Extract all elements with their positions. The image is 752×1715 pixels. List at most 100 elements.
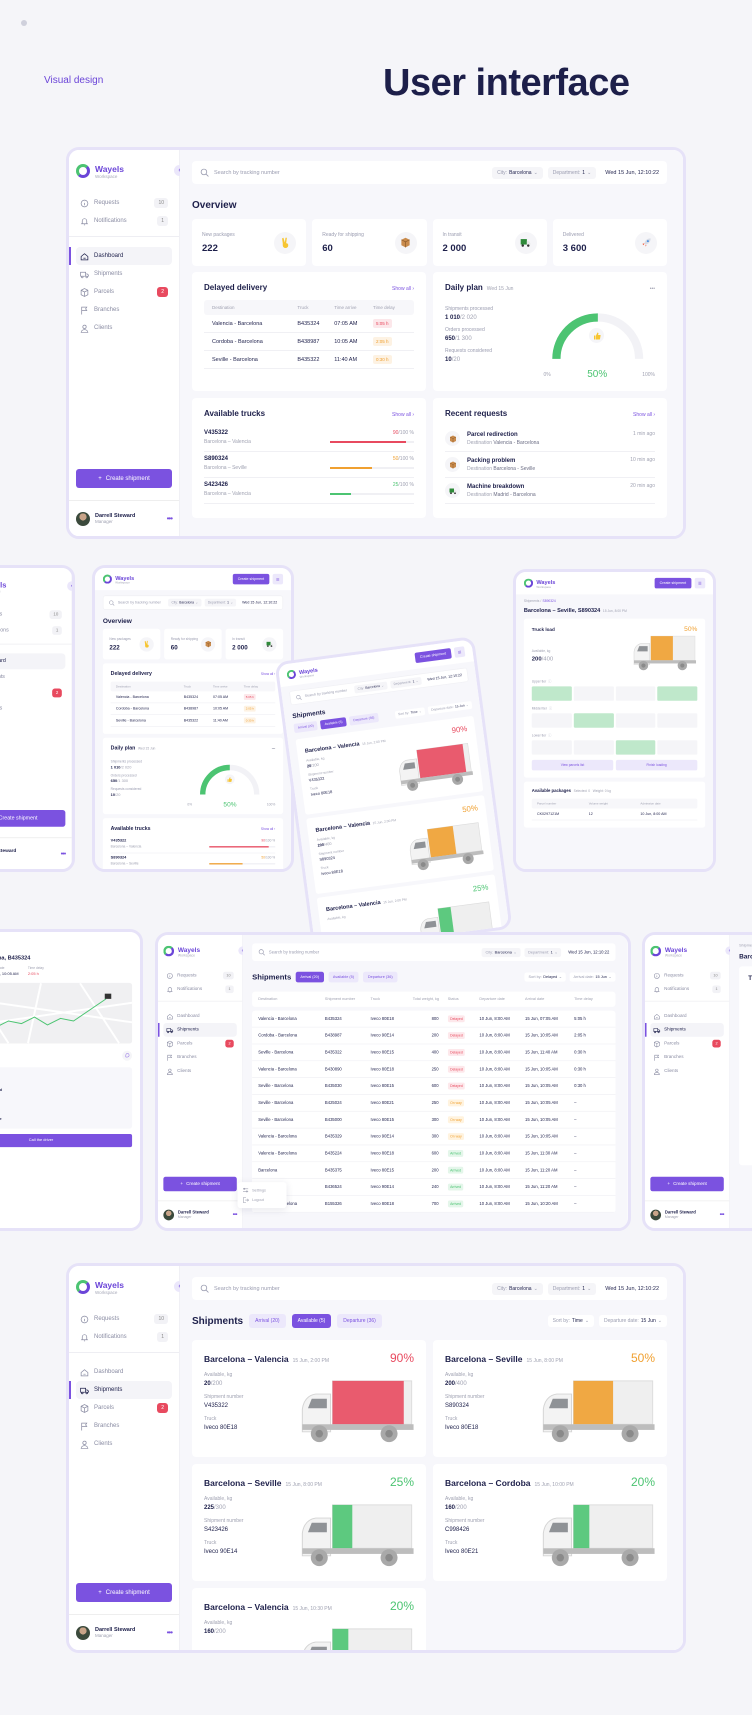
sidebar-item-dashboard[interactable]: Dashboard [650, 1009, 723, 1023]
search-field[interactable]: Search by tracking number [200, 168, 487, 177]
create-shipment-button[interactable]: Create shipment [414, 648, 452, 664]
sort-select[interactable]: Sort by: Delayed ⌄ [524, 972, 566, 982]
truck-item[interactable]: V435322 90/100 % Barcelona – Valencia [110, 836, 276, 854]
loaded-slot[interactable] [531, 686, 572, 701]
department-select[interactable]: Department: 1 ⌄ [524, 947, 562, 957]
empty-slot[interactable] [531, 713, 572, 728]
truck-item[interactable]: S423426 25/100 % Barcelona – Valencia [204, 478, 414, 504]
sidebar-item-notifications[interactable]: Notifications 1 [650, 982, 723, 996]
table-row[interactable]: Valencia - Barcelona B435329 Iveco 90E14 30… [252, 1128, 616, 1146]
loaded-slot[interactable] [657, 686, 698, 701]
table-row[interactable]: Seville - Barcelona B435322 11:40 AM 0:30 h [204, 351, 414, 369]
sidebar-item-requests[interactable]: Requests 10 [163, 969, 236, 983]
more-options-icon[interactable]: ••• [271, 746, 276, 751]
sidebar-item-requests[interactable]: Requests 10 [0, 607, 65, 623]
table-row[interactable]: Seville - Barcelona B425024 Iveco 80E21 250… [252, 1094, 616, 1112]
tab-available-5[interactable]: Available (5) [320, 717, 347, 730]
table-row[interactable]: Seville - Barcelona B435322 11:40 AM 0:30 h [110, 715, 276, 727]
sidebar-item-requests[interactable]: Requests 10 [76, 1310, 172, 1328]
tab-arrival-20[interactable]: Arrival (20) [295, 971, 324, 983]
create-shipment-button[interactable]: +Create shipment [163, 1176, 237, 1192]
sidebar-item-dashboard[interactable]: Dashboard [69, 247, 172, 265]
sidebar-item-branches[interactable]: Branches [650, 1051, 723, 1065]
chat-icon[interactable] [122, 1050, 133, 1061]
tab-available-5[interactable]: Available (5) [328, 971, 359, 983]
menu-icon[interactable]: ≡ [694, 577, 706, 589]
sidebar-item-parcels[interactable]: Parcels 2 [76, 283, 172, 301]
sidebar-item-dashboard[interactable]: Dashboard [163, 1009, 236, 1023]
truck-item[interactable]: V435322 90/100 % Barcelona – Valencia [204, 426, 414, 452]
create-shipment-button[interactable]: Create shipment [232, 573, 270, 585]
create-shipment-button[interactable]: Create shipment [654, 577, 692, 589]
sort-select[interactable]: Sort by: Time ⌄ [394, 707, 426, 719]
create-shipment-button[interactable]: +Create shipment [76, 469, 172, 488]
sidebar-item-parcels[interactable]: Parcels 2 [163, 1037, 236, 1051]
create-shipment-button[interactable]: +Create shipment [650, 1176, 724, 1192]
table-row[interactable]: Valencia - Barcelona B430890 Iveco 80E18 25… [252, 1061, 616, 1079]
table-row[interactable]: Cordoba - Barcelona B438987 10:05 AM 2:05 h [110, 703, 276, 715]
date-select[interactable]: Departure date: 15 Jun ⌄ [427, 700, 473, 715]
collapse-sidebar-button[interactable]: ‹ [725, 946, 734, 955]
city-select[interactable]: City: Barcelona ⌄ [492, 1282, 543, 1295]
city-select[interactable]: City: Barcelona ⌄ [492, 166, 543, 179]
menu-item-settings[interactable]: Settings [242, 1185, 282, 1195]
sidebar-item-requests[interactable]: Requests 10 [650, 969, 723, 983]
more-options-icon[interactable]: ••• [166, 1628, 173, 1637]
shipment-card[interactable]: Barcelona – Valencia 15 Jun, 10:30 PM 20% A… [192, 1588, 426, 1650]
sidebar-item-requests[interactable]: Requests 10 [76, 194, 172, 212]
loaded-slot[interactable] [615, 740, 656, 755]
sidebar-item-shipments[interactable]: Shipments [0, 669, 65, 685]
sidebar-item-parcels[interactable]: Parcels 2 [650, 1037, 723, 1051]
shipment-card[interactable]: Barcelona – Valencia 15 Jun, 2:00 PM 50% Av… [306, 795, 494, 895]
sidebar-item-parcels[interactable]: Parcels 2 [76, 1399, 172, 1417]
search-field[interactable]: Search by tracking number [200, 1284, 487, 1293]
truck-item[interactable]: S890324 50/100 % Barcelona – Seville [111, 853, 276, 869]
sidebar-item-shipments[interactable]: Shipments [69, 1381, 172, 1399]
department-select[interactable]: Department: 1 ⌄ [547, 166, 597, 179]
city-select[interactable]: City: Barcelona ⌄ [353, 681, 388, 694]
sidebar-item-notifications[interactable]: Notifications 1 [0, 623, 65, 639]
menu-item-logout[interactable]: Logout [242, 1195, 282, 1205]
empty-slot[interactable] [573, 740, 614, 755]
date-select[interactable]: Departure date: 15 Jun ⌄ [599, 1315, 667, 1327]
truck-item[interactable]: S890324 50/100 % Barcelona – Seville [204, 452, 414, 478]
department-select[interactable]: Department: 1 ⌄ [547, 1282, 597, 1295]
table-row[interactable]: Seville - Barcelona B435322 Iveco 80E15 400… [252, 1044, 616, 1062]
collapse-sidebar-button[interactable]: ‹ [174, 165, 185, 176]
breadcrumb-parent[interactable]: Shipments / [739, 943, 752, 949]
show-all-link[interactable]: Show all › [392, 412, 414, 418]
table-row[interactable]: Cordoba - Barcelona B438987 10:05 AM 2:05 h [204, 333, 414, 351]
sort-select[interactable]: Sort by: Time ⌄ [547, 1315, 595, 1327]
tab-available-5[interactable]: Available (5) [291, 1314, 332, 1328]
empty-slot[interactable] [657, 740, 698, 755]
table-row[interactable]: Valencia - Barcelona B435324 07:05 AM 5:05 … [110, 691, 276, 704]
sidebar-item-clients[interactable]: Clients [0, 717, 65, 733]
table-row[interactable]: BarcelonaB436524Iveco 90E14240Arrived10 … [252, 1179, 616, 1196]
empty-slot[interactable] [615, 713, 656, 728]
show-all-link[interactable]: Show all › [260, 672, 276, 677]
request-item[interactable]: Machine breakdown Destination Madrid - Ba… [445, 478, 655, 504]
shipment-card[interactable]: Barcelona – Cordoba 15 Jun, 10:00 PM 20% Av… [433, 1464, 667, 1581]
table-row[interactable]: Valencia - Barcelona B435224 Iveco 80E18 60… [252, 1145, 616, 1163]
shipment-card[interactable]: Barcelona – Seville 15 Jun, 8:00 PM 50% Ava… [433, 1340, 667, 1457]
search-input[interactable]: Search by tracking number [117, 600, 161, 605]
shipment-card[interactable]: Barcelona – Valencia 15 Jun, 2:00 PM 90% Av… [295, 715, 484, 815]
sidebar-item-dashboard[interactable]: Dashboard [76, 1363, 172, 1381]
table-row[interactable]: Cordoba - Barcelona B438987 Iveco 90E14 200… [252, 1027, 616, 1045]
collapse-sidebar-button[interactable]: ‹ [238, 946, 247, 955]
sidebar-item-branches[interactable]: Branches [0, 701, 65, 717]
tab-departure-36[interactable]: Departure (36) [348, 712, 379, 726]
table-row[interactable]: CK0297121M 12 10 Jun, 8:00 AM [531, 809, 698, 821]
table-row[interactable]: Barcelona B435375 Iveco 80E15 200 Arrived 10 … [252, 1162, 616, 1180]
shipment-card[interactable]: Barcelona – Valencia 15 Jun, 2:00 PM 90% Av… [192, 1340, 426, 1457]
sidebar-item-dashboard[interactable]: Dashboard [0, 653, 66, 670]
table-row[interactable]: Valencia - Barcelona B435324 Iveco 80E18 80… [252, 1010, 616, 1028]
sidebar-item-clients[interactable]: Clients [650, 1064, 723, 1078]
show-all-link[interactable]: Show all › [392, 286, 414, 292]
empty-slot[interactable] [573, 686, 614, 701]
